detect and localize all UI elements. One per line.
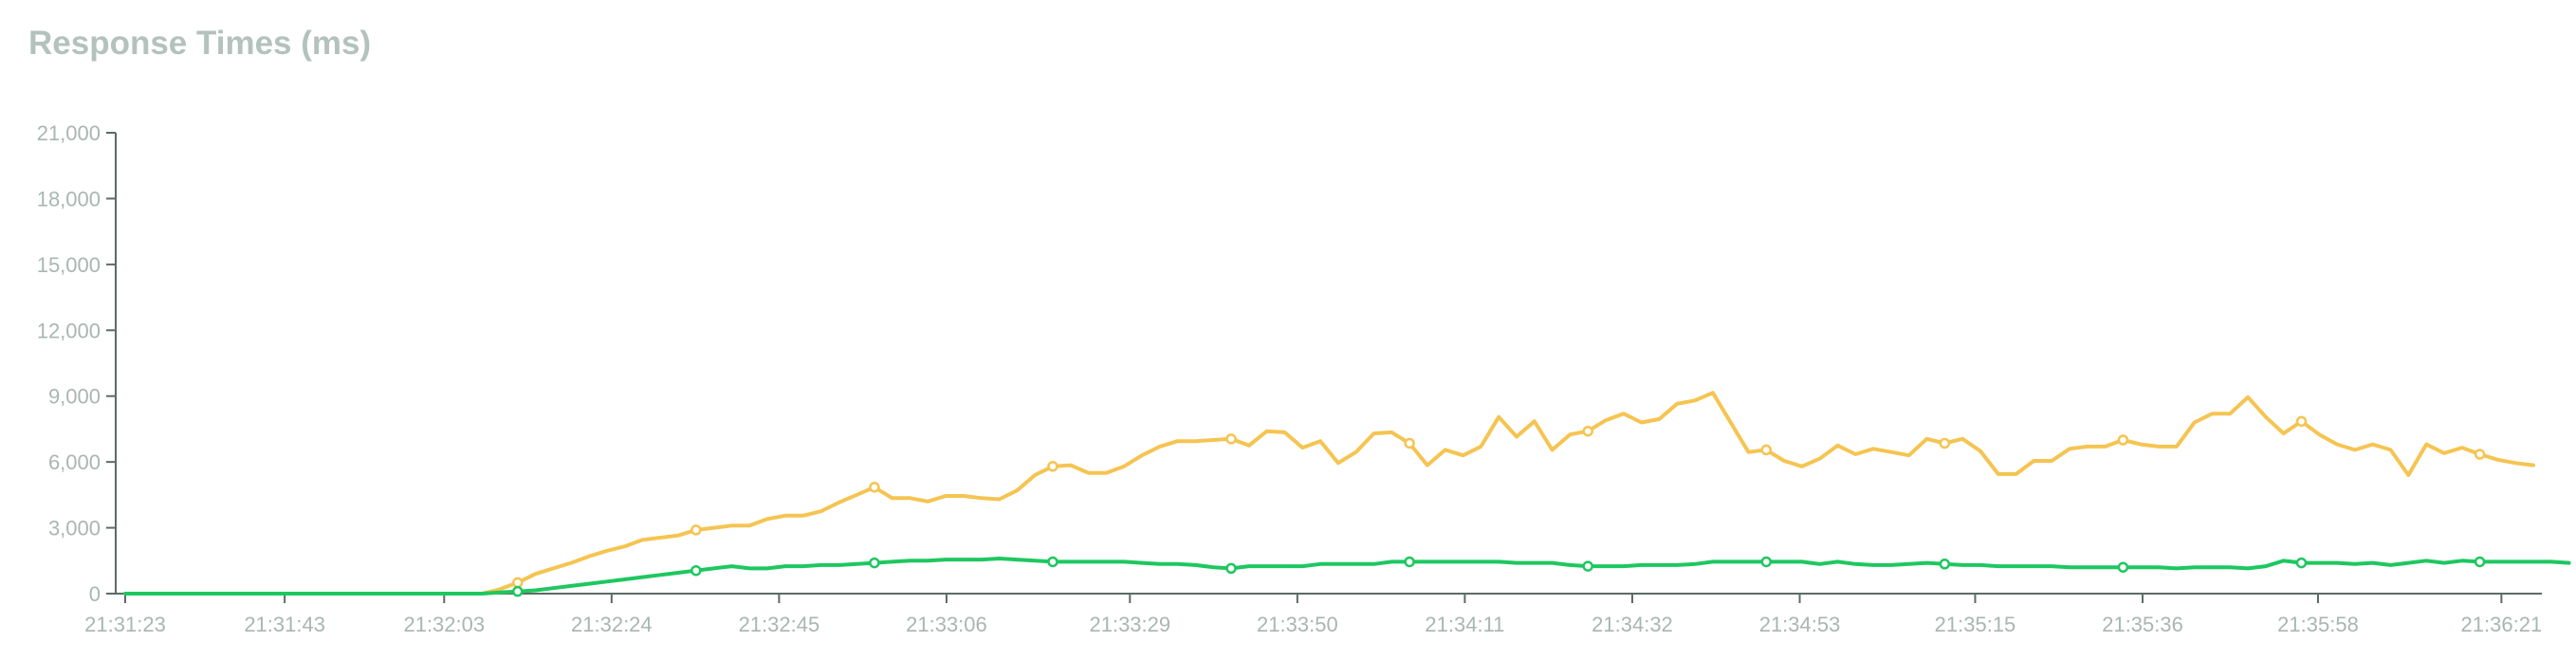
x-tick-label: 21:35:58 (2277, 613, 2359, 636)
y-tick-label: 21,000 (37, 121, 101, 145)
x-tick-label: 21:31:23 (84, 613, 166, 636)
x-tick-label: 21:35:15 (1935, 613, 2016, 636)
y-tick-label: 0 (89, 582, 101, 606)
x-tick-label: 21:32:24 (571, 613, 653, 636)
series-point[interactable] (2295, 415, 2308, 428)
y-tick-label: 3,000 (48, 517, 101, 541)
series-line (123, 391, 2535, 596)
series-point[interactable] (512, 585, 524, 597)
series-point[interactable] (1047, 461, 1058, 472)
series-point[interactable] (1582, 425, 1593, 437)
series-point[interactable] (2117, 434, 2129, 446)
series-point[interactable] (512, 577, 524, 589)
chart-title: Response Times (ms) (28, 25, 372, 62)
x-tick-label: 21:33:06 (906, 613, 987, 636)
x-tick-label: 21:34:53 (1759, 613, 1841, 636)
x-axis: 21:31:23 21:31:43 21:32:03 21:32:24 21:32:45… (84, 593, 2543, 636)
series-point[interactable] (1225, 433, 1237, 445)
y-tick-label: 18,000 (37, 187, 101, 211)
series-point[interactable] (2117, 561, 2129, 573)
x-tick-label: 21:35:36 (2102, 613, 2183, 636)
series-point[interactable] (1760, 444, 1773, 456)
x-tick-label: 21:33:29 (1089, 613, 1170, 636)
series-point[interactable] (869, 482, 880, 493)
series-point[interactable] (1582, 560, 1593, 572)
series-point[interactable] (1404, 437, 1415, 449)
x-tick-label: 21:31:43 (244, 613, 325, 636)
series-point[interactable] (1939, 559, 1951, 570)
x-tick-label: 21:34:11 (1425, 613, 1504, 636)
series-point[interactable] (2295, 557, 2308, 569)
x-tick-label: 21:36:21 (2461, 613, 2543, 636)
y-tick-label: 15,000 (37, 253, 101, 277)
series-point[interactable] (2474, 556, 2486, 568)
series-point[interactable] (1225, 562, 1237, 575)
x-tick-label: 21:32:03 (403, 613, 485, 636)
series-layer (123, 391, 2571, 597)
series-1 (123, 391, 2535, 596)
series-point[interactable] (869, 557, 880, 569)
y-tick-label: 6,000 (48, 450, 101, 474)
series-2 (123, 556, 2571, 597)
series-point[interactable] (1404, 556, 1415, 568)
series-point[interactable] (1047, 556, 1058, 568)
x-tick-label: 21:34:32 (1592, 613, 1673, 636)
series-point[interactable] (690, 564, 702, 577)
series-point[interactable] (1760, 556, 1773, 568)
y-tick-label: 9,000 (48, 385, 101, 409)
series-point[interactable] (2474, 449, 2486, 460)
series-line (123, 557, 2571, 596)
x-tick-label: 21:32:45 (739, 613, 820, 636)
y-axis: 0 3,000 6,000 9,000 12,000 15,000 18,000 21,000 (37, 121, 117, 606)
x-tick-label: 21:33:50 (1257, 613, 1338, 636)
y-tick-label: 12,000 (37, 319, 101, 342)
series-point[interactable] (1939, 437, 1951, 449)
series-point[interactable] (690, 524, 702, 536)
